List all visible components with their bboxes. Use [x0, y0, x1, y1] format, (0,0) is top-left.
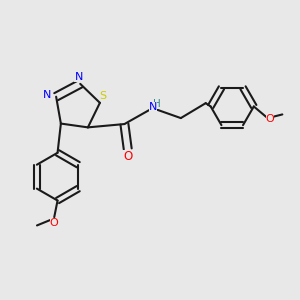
- Text: N: N: [43, 90, 51, 100]
- Text: H: H: [153, 99, 161, 109]
- Text: O: O: [123, 150, 133, 163]
- Text: O: O: [266, 114, 274, 124]
- Text: N: N: [74, 72, 83, 82]
- Text: O: O: [50, 218, 58, 228]
- Text: N: N: [149, 103, 158, 112]
- Text: S: S: [100, 91, 107, 100]
